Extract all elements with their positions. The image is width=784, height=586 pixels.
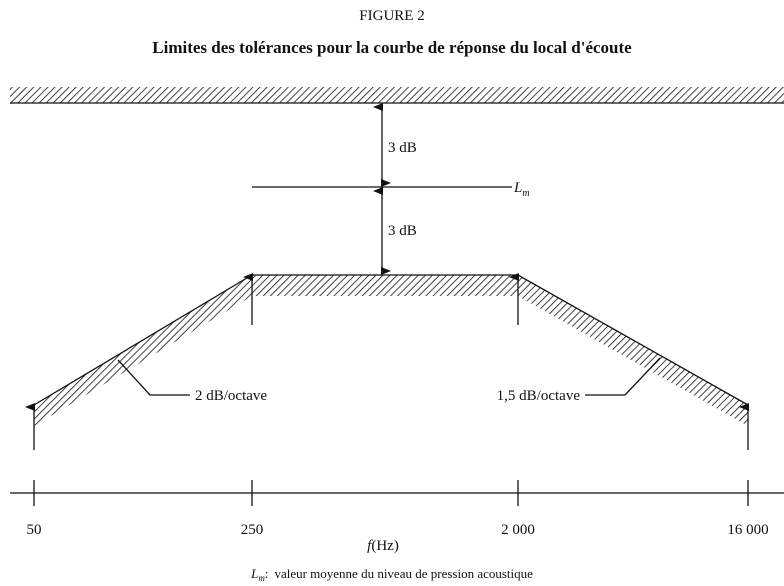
tick-label: 250 — [241, 522, 264, 538]
tick-label: 50 — [27, 522, 42, 538]
tick-label: 16 000 — [727, 522, 768, 538]
subscript: m — [258, 573, 265, 583]
axis-label: f(Hz) — [367, 538, 399, 554]
symbol: L — [250, 566, 258, 581]
footnote-text: valeur moyenne du niveau de pression aco… — [274, 566, 533, 581]
axis-ticks — [33, 480, 749, 506]
variable: f — [367, 538, 373, 554]
lower-limit — [33, 274, 749, 406]
upper-limit-hatch — [10, 87, 784, 103]
lower-gap-label: 3 dB — [388, 223, 417, 239]
left-slope-label: 2 dB/octave — [195, 388, 267, 404]
figure-label: FIGURE 2 — [359, 8, 424, 24]
subscript: m — [522, 188, 529, 199]
footnote: Lm: valeur moyenne du niveau de pression … — [250, 566, 533, 583]
left-leader — [117, 359, 190, 396]
upper-gap-label: 3 dB — [388, 140, 417, 156]
tick-label: 2 000 — [501, 522, 535, 538]
right-leader — [585, 357, 661, 396]
left-slope-hatch — [34, 275, 252, 426]
unit: (Hz) — [371, 538, 398, 554]
plateau-hatch — [252, 275, 518, 296]
title: Limites des tolérances pour la courbe de… — [152, 38, 632, 57]
symbol: L — [513, 180, 522, 196]
mean-level-label: Lm — [513, 180, 530, 199]
right-slope-label: 1,5 dB/octave — [497, 388, 581, 404]
separator: : — [265, 566, 269, 581]
right-slope-hatch — [518, 275, 748, 426]
